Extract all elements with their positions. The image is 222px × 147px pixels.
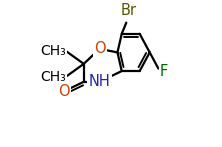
- Text: CH₃: CH₃: [40, 44, 66, 58]
- Text: O: O: [94, 41, 105, 56]
- Text: F: F: [160, 64, 168, 78]
- Text: O: O: [59, 84, 70, 99]
- Text: NH: NH: [89, 74, 110, 89]
- Text: CH₃: CH₃: [40, 70, 66, 84]
- Text: Br: Br: [120, 3, 136, 18]
